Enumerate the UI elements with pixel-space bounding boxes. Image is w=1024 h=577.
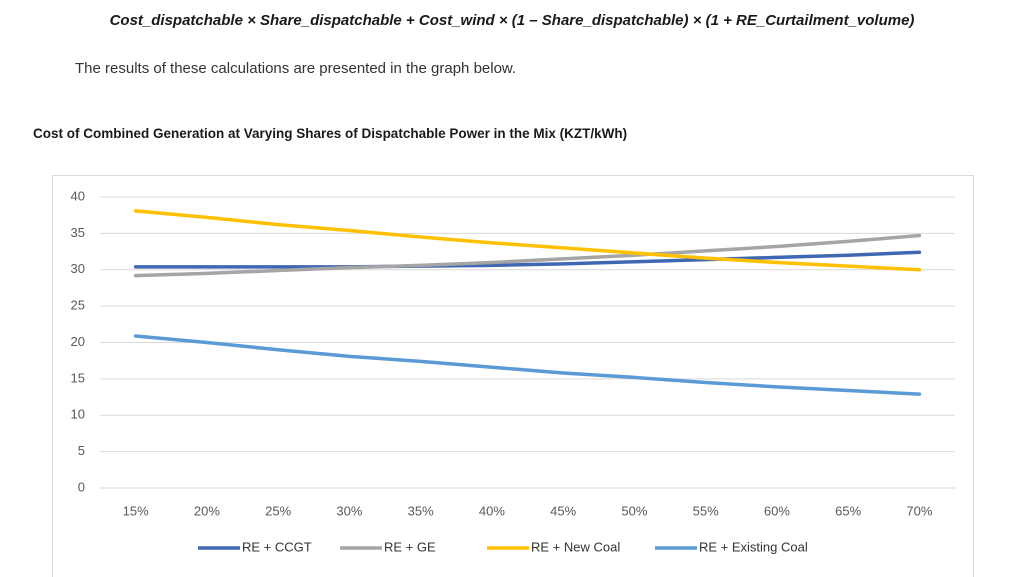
y-tick-label: 5 (78, 443, 85, 458)
y-tick-label: 40 (71, 188, 85, 203)
x-tick-label: 20% (194, 503, 220, 518)
y-tick-label: 35 (71, 225, 85, 240)
y-tick-label: 10 (71, 407, 85, 422)
x-tick-label: 50% (621, 503, 647, 518)
legend-label: RE + New Coal (531, 539, 620, 554)
legend-label: RE + GE (384, 539, 436, 554)
series-line (133, 250, 922, 269)
x-tick-label: 15% (123, 503, 149, 518)
x-tick-label: 40% (479, 503, 505, 518)
x-tick-label: 70% (906, 503, 932, 518)
series-line (133, 334, 922, 396)
series-line (133, 233, 922, 278)
x-tick-label: 30% (336, 503, 362, 518)
y-tick-label: 25 (71, 298, 85, 313)
x-tick-label: 35% (408, 503, 434, 518)
paragraph: The results of these calculations are pr… (75, 60, 517, 77)
chart-frame (52, 175, 974, 577)
x-tick-label: 65% (835, 503, 861, 518)
series-line (133, 209, 922, 272)
x-tick-label: 25% (265, 503, 291, 518)
chart-title: Cost of Combined Generation at Varying S… (33, 126, 628, 141)
x-tick-label: 45% (550, 503, 576, 518)
x-tick-label: 55% (693, 503, 719, 518)
legend-label: RE + CCGT (242, 539, 312, 554)
y-tick-label: 30 (71, 261, 85, 276)
x-tick-label: 60% (764, 503, 790, 518)
legend-label: RE + Existing Coal (699, 539, 808, 554)
formula: Cost_dispatchable × Share_dispatchable +… (109, 12, 915, 29)
y-tick-label: 20 (71, 334, 85, 349)
y-tick-label: 0 (78, 479, 85, 494)
y-tick-label: 15 (71, 370, 85, 385)
